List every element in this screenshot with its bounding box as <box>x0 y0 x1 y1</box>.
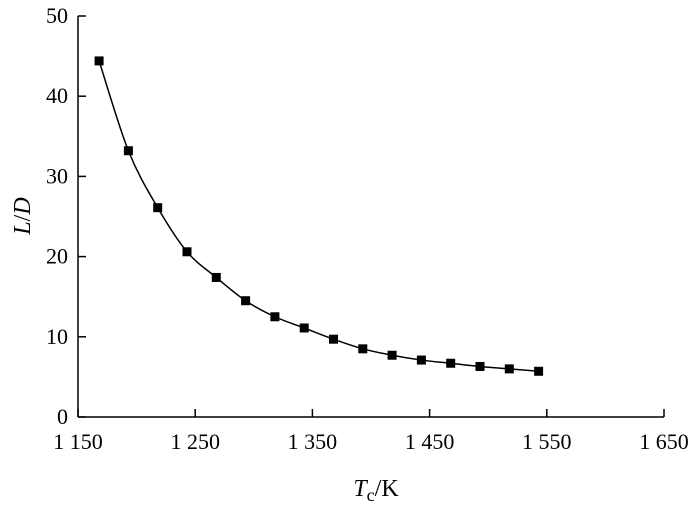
x-tick-label: 1 450 <box>405 429 455 454</box>
y-tick-label: 0 <box>57 404 68 429</box>
tick-labels: 1 150 1 250 1 350 1 450 1 550 1 650 0 10 20 30 40 5… <box>46 3 689 454</box>
data-point <box>270 312 280 322</box>
x-tick-label: 1 650 <box>639 429 689 454</box>
data-point <box>328 334 338 344</box>
x-tick-label: 1 550 <box>522 429 572 454</box>
data-point <box>211 272 221 282</box>
data-points <box>94 56 544 376</box>
y-tick-label: 50 <box>46 3 68 28</box>
data-point <box>153 203 163 213</box>
fit-curve <box>98 60 539 373</box>
y-tick-label: 20 <box>46 244 68 269</box>
y-tick-label: 40 <box>46 83 68 108</box>
data-point <box>534 366 544 376</box>
y-tick-label: 30 <box>46 163 68 188</box>
y-axis-title: L/D <box>10 197 36 235</box>
fit-curve-group <box>98 60 539 373</box>
data-point <box>504 364 514 374</box>
y-tick-label: 10 <box>46 324 68 349</box>
x-axis-title: Tc/K <box>353 476 399 505</box>
data-point <box>241 296 251 306</box>
axes <box>77 15 665 418</box>
data-point <box>358 344 368 354</box>
x-tick-label: 1 150 <box>53 429 103 454</box>
data-point <box>182 247 192 257</box>
data-point <box>123 146 133 156</box>
data-point <box>387 350 397 360</box>
data-point <box>416 355 426 365</box>
data-point <box>299 323 309 333</box>
data-point <box>475 361 485 371</box>
data-point <box>446 358 456 368</box>
x-tick-label: 1 250 <box>170 429 220 454</box>
x-tick-label: 1 350 <box>288 429 338 454</box>
data-point <box>94 56 104 66</box>
